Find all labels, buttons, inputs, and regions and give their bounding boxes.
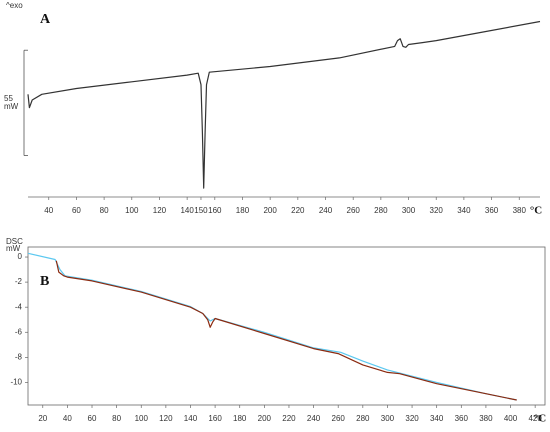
x-tick-label: 140 (180, 206, 194, 215)
y-tick-label: -10 (10, 378, 22, 387)
x-tick-label: 300 (402, 206, 416, 215)
panel-label: B (40, 274, 49, 289)
x-unit: °C (530, 205, 542, 217)
x-tick-label: 20 (38, 414, 47, 423)
x-tick-label: 320 (430, 206, 444, 215)
x-tick-label: 260 (332, 414, 346, 423)
x-tick-label: 100 (135, 414, 149, 423)
x-tick-label: 200 (263, 206, 277, 215)
panel-label: A (40, 12, 51, 27)
x-tick-label: 120 (153, 206, 167, 215)
x-tick-label: 140 (184, 414, 198, 423)
x-tick-label: 60 (88, 414, 97, 423)
x-tick-label: 220 (282, 414, 296, 423)
x-unit: °C (534, 413, 546, 425)
exo-marker: ^exo (6, 1, 23, 10)
plot-frame (27, 246, 546, 406)
data-line (27, 252, 517, 401)
x-tick-label: 240 (307, 414, 321, 423)
x-tick-label: 160 (208, 206, 222, 215)
data-line (55, 260, 517, 401)
x-tick-label: 400 (504, 414, 518, 423)
x-tick-label: 40 (63, 414, 72, 423)
y-tick-label: -6 (15, 327, 23, 336)
x-tick-label: 120 (159, 414, 173, 423)
x-tick-label: 300 (381, 414, 395, 423)
x-tick-label: 280 (374, 206, 388, 215)
x-tick-label: 360 (455, 414, 469, 423)
x-tick-label: 160 (208, 414, 222, 423)
y-tick-label: -2 (15, 277, 23, 286)
x-tick-label: 240 (319, 206, 333, 215)
y-tick-label: -8 (15, 352, 23, 361)
y-unit: mW (6, 244, 21, 253)
x-tick-label: 40 (44, 206, 53, 215)
x-tick-label: 360 (485, 206, 499, 215)
x-tick-label: 180 (236, 206, 250, 215)
x-tick-label: 150 (194, 206, 208, 215)
data-line (27, 20, 541, 189)
x-tick-label: 340 (430, 414, 444, 423)
x-tick-label: 80 (100, 206, 109, 215)
scale-unit: mW (4, 102, 19, 111)
x-tick-label: 60 (72, 206, 81, 215)
y-label: DSC (6, 237, 23, 246)
x-tick-label: 260 (347, 206, 361, 215)
x-tick-label: 280 (356, 414, 370, 423)
x-tick-label: 420 (528, 414, 542, 423)
x-tick-label: 180 (233, 414, 247, 423)
x-tick-label: 80 (112, 414, 121, 423)
x-tick-label: 340 (457, 206, 471, 215)
x-tick-label: 320 (405, 414, 419, 423)
x-tick-label: 220 (291, 206, 305, 215)
scale-label: 55 (4, 94, 13, 103)
y-tick-label: 0 (18, 252, 23, 261)
y-tick-label: -4 (15, 302, 23, 311)
x-tick-label: 380 (513, 206, 527, 215)
x-tick-label: 380 (479, 414, 493, 423)
x-tick-label: 200 (258, 414, 272, 423)
x-tick-label: 100 (125, 206, 139, 215)
